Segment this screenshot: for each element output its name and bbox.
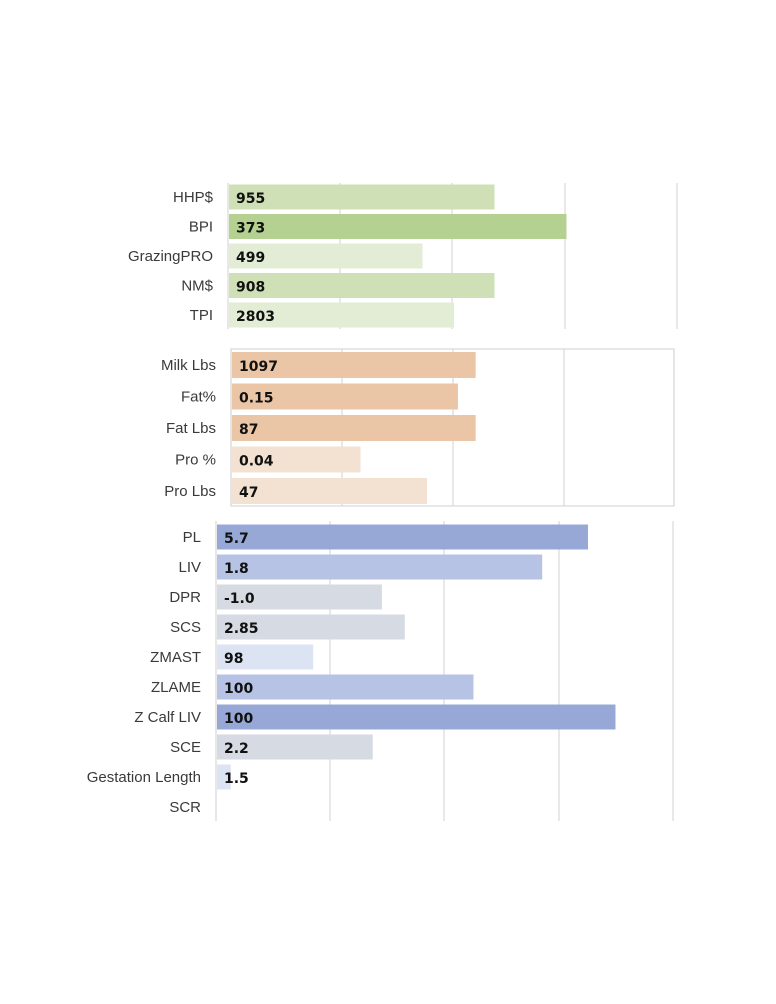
data-label: 2.2 <box>224 741 249 757</box>
bar-zmast <box>217 644 314 670</box>
bar-panel-1: HHP$ 955 BPI 373 GrazingPRO 499 NM$ 908 TPI 2803 <box>128 183 678 329</box>
data-label: 2803 <box>236 309 275 325</box>
data-label: 100 <box>224 681 253 697</box>
bar-fat-lbs <box>232 415 476 441</box>
bar-milk-lbs <box>232 352 476 378</box>
category-label: DPR <box>169 589 201 606</box>
data-label: 0.15 <box>239 391 274 407</box>
category-label: Pro Lbs <box>164 483 216 500</box>
bar-gestation-length <box>217 764 231 790</box>
data-label: -1.0 <box>224 591 255 607</box>
bar-panel-3: PL 5.7 LIV 1.8 DPR -1.0 SCS 2.85 ZMAST 98 ZLAME 100… <box>87 521 674 821</box>
bar-nm <box>229 273 495 298</box>
category-label: Z Calf LIV <box>134 709 201 726</box>
category-label: LIV <box>178 559 201 576</box>
data-label: 5.7 <box>224 531 249 547</box>
bar-sce <box>217 734 373 760</box>
data-label: 955 <box>236 191 265 207</box>
data-label: 1.8 <box>224 561 249 577</box>
data-label: 499 <box>236 250 265 266</box>
category-label: PL <box>183 529 201 546</box>
data-label: 47 <box>239 485 258 501</box>
data-label: 1.5 <box>224 771 249 787</box>
category-label: TPI <box>190 307 213 324</box>
category-label: Fat% <box>181 389 216 406</box>
category-label: SCR <box>169 799 201 816</box>
bar-panel-2: Milk Lbs 1097 Fat% 0.15 Fat Lbs 87 Pro % 0.04 Pr… <box>161 348 675 507</box>
bar-pro-lbs <box>232 478 427 504</box>
bar-bpi <box>229 214 567 239</box>
bar-z-calf-liv <box>217 704 616 730</box>
bar-dpr <box>217 584 382 610</box>
bar-tpi <box>229 302 454 328</box>
category-label: SCS <box>170 619 201 636</box>
category-label: ZMAST <box>150 649 201 666</box>
bar-grazingpro <box>229 243 423 269</box>
category-label: ZLAME <box>151 679 201 696</box>
bar-fat <box>232 383 458 410</box>
category-label: NM$ <box>181 278 213 295</box>
bar-liv <box>217 554 543 580</box>
bar-zlame <box>217 674 474 700</box>
bar-scs <box>217 614 405 640</box>
bar-pro <box>232 446 361 473</box>
category-label: Fat Lbs <box>166 420 216 437</box>
category-label: Gestation Length <box>87 769 201 786</box>
data-label: 87 <box>239 422 258 438</box>
data-label: 373 <box>236 221 265 237</box>
data-label: 100 <box>224 711 253 727</box>
data-label: 2.85 <box>224 621 259 637</box>
data-label: 908 <box>236 280 265 296</box>
category-label: BPI <box>189 219 213 236</box>
data-label: 1097 <box>239 359 278 375</box>
category-label: Pro % <box>175 452 216 469</box>
bar-hhp <box>229 184 495 210</box>
data-label: 0.04 <box>239 454 274 470</box>
bar-pl <box>217 524 588 550</box>
data-label: 98 <box>224 651 243 667</box>
category-label: HHP$ <box>173 189 214 206</box>
category-label: GrazingPRO <box>128 248 213 265</box>
category-label: SCE <box>170 739 201 756</box>
category-label: Milk Lbs <box>161 357 216 374</box>
